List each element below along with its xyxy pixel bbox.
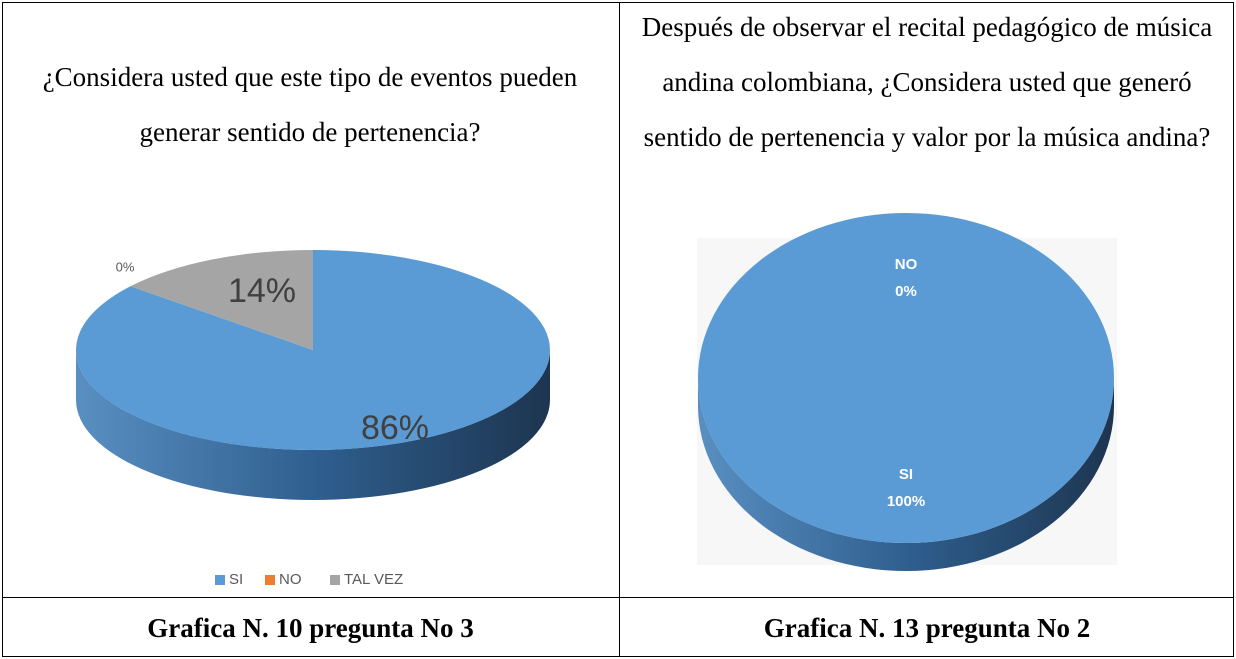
value-label: 0%	[116, 259, 135, 274]
category-label: SI	[899, 466, 913, 483]
legend-label: NO	[279, 571, 302, 588]
pie-side	[76, 350, 550, 500]
legend-swatch	[215, 575, 225, 585]
pie-slice	[698, 213, 1114, 543]
category-label: NO	[895, 256, 918, 273]
pie-slice	[130, 250, 313, 350]
pie-slice	[75, 250, 550, 451]
legend-label: TAL VEZ	[344, 571, 403, 588]
caption: Grafica N. 13 pregunta No 2	[763, 613, 1091, 643]
legend-swatch	[265, 575, 275, 585]
value-label: 0%	[895, 283, 917, 300]
caption: Grafica N. 10 pregunta No 3	[147, 613, 474, 643]
question: ¿Considera usted que este tipo de evento…	[42, 62, 578, 147]
value-label: 86%	[361, 409, 429, 447]
question: Después de observar el recital pedagógic…	[641, 12, 1213, 152]
value-label: 100%	[887, 493, 925, 510]
legend-label: SI	[229, 571, 243, 588]
value-label: 14%	[228, 272, 296, 310]
pie-side	[698, 378, 1114, 571]
legend-swatch	[330, 575, 340, 585]
